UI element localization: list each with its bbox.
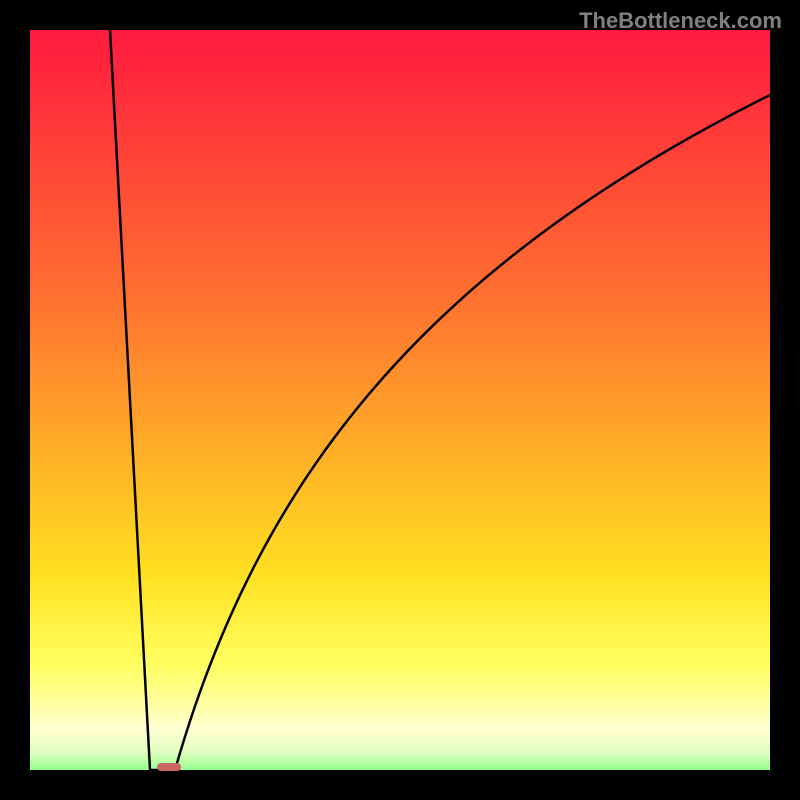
gradient-background <box>0 0 800 800</box>
chart-container: TheBottleneck.com <box>0 0 800 800</box>
optimal-marker <box>157 763 181 771</box>
watermark-text: TheBottleneck.com <box>579 8 782 34</box>
bottleneck-chart <box>0 0 800 800</box>
